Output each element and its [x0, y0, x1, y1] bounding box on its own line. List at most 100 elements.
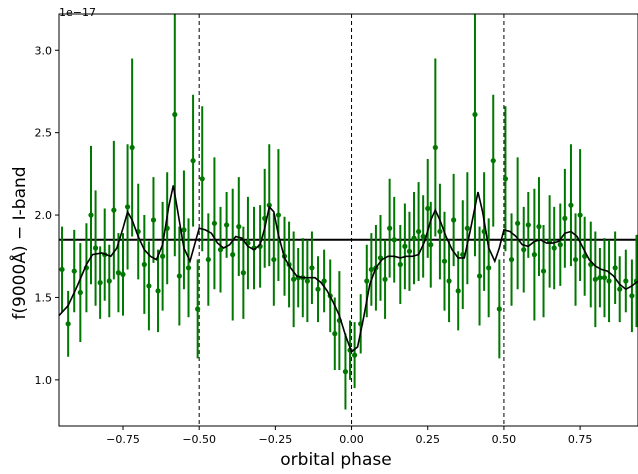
data-point: [271, 256, 277, 263]
data-point: [217, 247, 224, 253]
data-point: [562, 215, 568, 221]
data-point: [464, 225, 470, 231]
data-point: [557, 242, 563, 248]
data-point: [185, 265, 192, 271]
data-point: [446, 278, 452, 284]
y-tick-label: 1.0: [35, 374, 53, 387]
x-tick-label: −0.75: [106, 433, 140, 446]
y-tick-label: 2.5: [35, 127, 53, 140]
data-point: [472, 111, 478, 118]
data-point: [420, 233, 426, 240]
data-point: [525, 222, 531, 228]
data-point: [88, 212, 94, 218]
data-point: [321, 278, 327, 284]
data-point: [111, 207, 117, 213]
data-point: [568, 202, 574, 208]
data-point: [397, 261, 403, 268]
y-tick-label: 1.5: [35, 291, 53, 304]
data-point: [77, 289, 83, 296]
data-point: [315, 286, 321, 292]
x-axis-ticks: −0.75 −0.50 −0.25 0.00 0.25 0.50 0.75: [106, 426, 592, 446]
data-point: [606, 278, 612, 284]
data-point: [304, 278, 310, 284]
y-tick-label: 3.0: [35, 44, 53, 57]
data-point: [199, 176, 205, 182]
data-points-group: [59, 111, 638, 375]
data-point: [190, 158, 196, 164]
data-point: [120, 271, 126, 277]
data-point: [172, 111, 178, 118]
data-point: [224, 222, 230, 228]
data-point: [629, 293, 635, 299]
data-point: [441, 258, 448, 264]
data-point: [623, 278, 629, 284]
data-point: [146, 283, 152, 289]
data-point: [129, 144, 135, 151]
data-point: [71, 268, 77, 274]
data-point: [486, 265, 492, 271]
data-point: [536, 223, 542, 230]
data-point: [351, 352, 358, 358]
data-point: [342, 369, 349, 375]
data-point: [309, 265, 315, 271]
data-point: [415, 228, 422, 235]
data-point: [236, 223, 242, 230]
data-point: [275, 212, 282, 218]
data-point: [364, 278, 370, 284]
data-point: [160, 253, 166, 259]
data-point: [502, 176, 509, 182]
data-point: [451, 217, 457, 223]
data-point: [612, 265, 618, 271]
data-point: [490, 158, 496, 164]
data-point: [572, 256, 579, 263]
data-point: [531, 252, 537, 258]
data-point: [92, 245, 99, 251]
data-point: [150, 217, 157, 223]
x-tick-label: −0.25: [259, 433, 293, 446]
y-axis-offset-label: 1e−17: [59, 6, 96, 19]
data-point: [432, 144, 438, 151]
data-point: [106, 278, 112, 284]
data-point: [402, 243, 408, 249]
data-point: [508, 256, 515, 263]
data-point: [597, 275, 603, 281]
data-point: [205, 256, 211, 263]
x-axis-label: orbital phase: [280, 450, 391, 470]
data-point: [211, 220, 218, 226]
x-tick-label: 0.50: [492, 433, 517, 446]
y-axis-ticks: 1.0 1.5 2.0 2.5 3.0: [35, 44, 59, 387]
data-point: [155, 288, 161, 294]
data-point: [437, 228, 443, 235]
data-point: [176, 273, 182, 279]
data-point: [291, 276, 297, 282]
x-tick-label: −0.50: [182, 433, 216, 446]
data-point: [601, 275, 608, 281]
data-point: [391, 237, 397, 243]
data-point: [141, 261, 147, 268]
data-point: [617, 286, 623, 292]
data-point: [266, 202, 272, 208]
data-point: [455, 288, 461, 294]
data-point: [240, 270, 246, 276]
data-point: [592, 276, 598, 282]
data-point: [65, 321, 71, 327]
x-tick-label: 0.25: [415, 433, 440, 446]
y-axis-label: f(9000Å) − I-band: [8, 166, 30, 319]
phase-marker-lines-group: [198, 14, 505, 426]
data-point: [577, 212, 583, 218]
y-tick-label: 2.0: [35, 209, 53, 222]
data-point: [540, 268, 547, 274]
smoothed-curve: [58, 185, 638, 354]
data-point: [382, 276, 388, 282]
data-point: [97, 280, 103, 286]
data-point: [411, 235, 417, 241]
data-point: [230, 252, 236, 258]
data-point: [387, 225, 393, 231]
data-point: [195, 306, 201, 312]
x-tick-label: 0.75: [568, 433, 593, 446]
data-point: [476, 273, 483, 279]
x-tick-label: 0.00: [339, 433, 364, 446]
smoothed-curve-group: [58, 185, 638, 354]
